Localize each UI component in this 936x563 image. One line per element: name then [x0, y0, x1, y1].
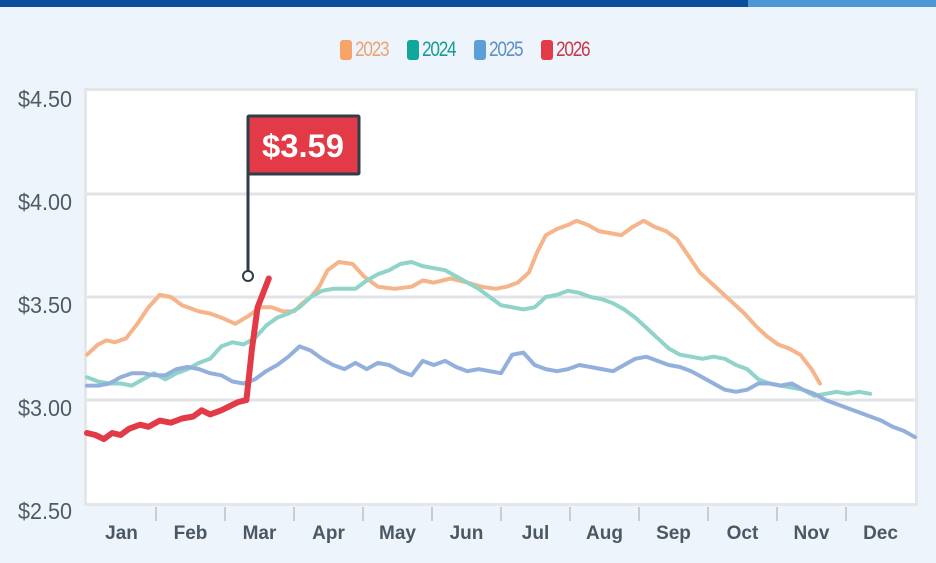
x-tick-label: Aug — [586, 523, 623, 544]
y-tick-label: $3.00 — [18, 395, 72, 421]
x-tick-label: Dec — [863, 523, 898, 544]
x-tick-label: Jan — [105, 523, 138, 544]
legend-item-2023[interactable]: 2023 — [340, 38, 395, 62]
legend-label-2023: 2023 — [355, 38, 390, 61]
x-tick-label: Oct — [727, 523, 759, 544]
x-tick-label: Sep — [656, 523, 691, 544]
series-line-2026 — [84, 275, 272, 443]
chart-legend: 2023 2024 2025 2026 — [0, 38, 936, 62]
y-tick-label: $4.00 — [18, 189, 72, 215]
legend-swatch-2024 — [407, 40, 419, 60]
legend-item-2024[interactable]: 2024 — [407, 38, 462, 62]
series-line-2024 — [85, 260, 873, 398]
x-axis-ticks — [155, 507, 847, 521]
x-tick-label: May — [379, 523, 416, 544]
header-bar — [0, 0, 936, 7]
legend-label-2025: 2025 — [489, 38, 524, 61]
y-axis: $4.50 $4.00 $3.50 $3.00 $2.50 — [18, 86, 72, 524]
x-tick-label: Jun — [450, 523, 484, 544]
legend-swatch-2023 — [340, 40, 352, 60]
legend-label-2026: 2026 — [556, 38, 591, 61]
legend-label-2024: 2024 — [422, 38, 457, 61]
callout-marker — [242, 270, 254, 282]
y-tick-label: $2.50 — [18, 498, 72, 524]
x-axis: Jan Feb Mar Apr May Jun Jul Aug Sep Oct Nov Dec — [105, 523, 898, 544]
header-bar-accent — [748, 0, 936, 7]
series-layer — [84, 218, 917, 443]
gridlines — [87, 192, 915, 402]
legend-item-2025[interactable]: 2025 — [474, 38, 529, 62]
x-tick-label: Jul — [522, 523, 549, 544]
y-tick-label: $4.50 — [18, 86, 72, 112]
x-tick-label: Feb — [174, 523, 208, 544]
legend-swatch-2025 — [474, 40, 486, 60]
callout-box — [246, 114, 361, 176]
legend-item-2026[interactable]: 2026 — [541, 38, 596, 62]
legend-swatch-2026 — [541, 40, 553, 60]
header-bar-primary — [0, 0, 748, 7]
x-tick-label: Mar — [243, 523, 277, 544]
callout-value: $3.59 — [262, 128, 344, 164]
y-tick-label: $3.50 — [18, 292, 72, 318]
price-callout: $3.59 — [242, 114, 361, 282]
x-tick-label: Nov — [794, 523, 830, 544]
series-line-2025 — [85, 344, 917, 440]
x-tick-label: Apr — [312, 523, 345, 544]
